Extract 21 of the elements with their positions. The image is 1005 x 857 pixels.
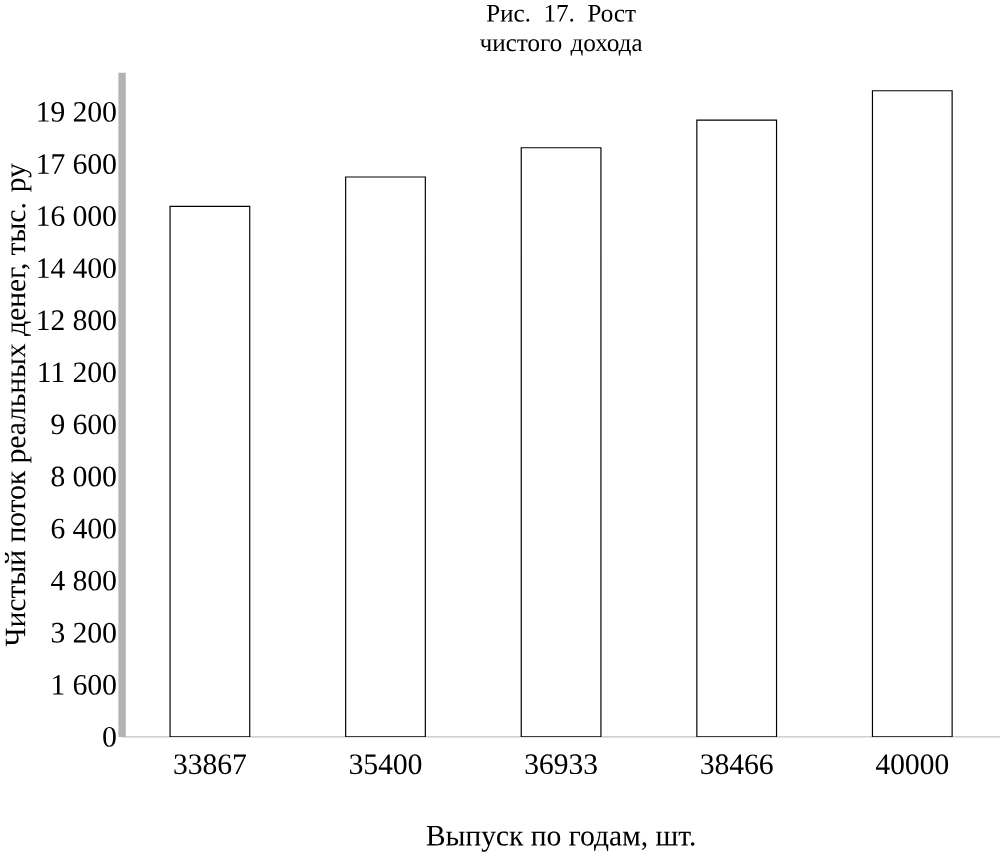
y-tick-label: 11 200 xyxy=(39,362,116,383)
y-tick-label: 0 xyxy=(103,727,116,747)
y-tick-label: 16 000 xyxy=(38,206,116,227)
y-axis-title: Чистый поток реальных денег, тыс. ру xyxy=(4,163,32,647)
y-tick-label: 12 800 xyxy=(38,310,116,331)
y-tick-label: 19 200 xyxy=(38,102,116,123)
x-tick-label: 36933 xyxy=(525,754,597,775)
x-tick-label: 35400 xyxy=(350,754,422,775)
y-tick-label: 8 000 xyxy=(51,466,116,487)
x-tick-label: 33867 xyxy=(174,754,246,775)
y-tick-label: 6 400 xyxy=(51,518,116,539)
y-tick-label: 9 600 xyxy=(51,414,116,435)
chart-title: Рис. 17. Рост чистого дохода xyxy=(480,5,643,56)
y-tick-label: 1 600 xyxy=(53,675,116,695)
x-tick-label: 38466 xyxy=(701,754,773,775)
x-axis-title: Выпуск по годам, шт. xyxy=(426,826,695,852)
y-tick-label: 4 800 xyxy=(51,570,116,591)
y-tick-label: 3 200 xyxy=(51,622,116,643)
y-tick-label: 14 400 xyxy=(38,258,116,279)
x-tick-label: 40000 xyxy=(875,754,949,775)
y-tick-label: 17 600 xyxy=(38,154,116,175)
